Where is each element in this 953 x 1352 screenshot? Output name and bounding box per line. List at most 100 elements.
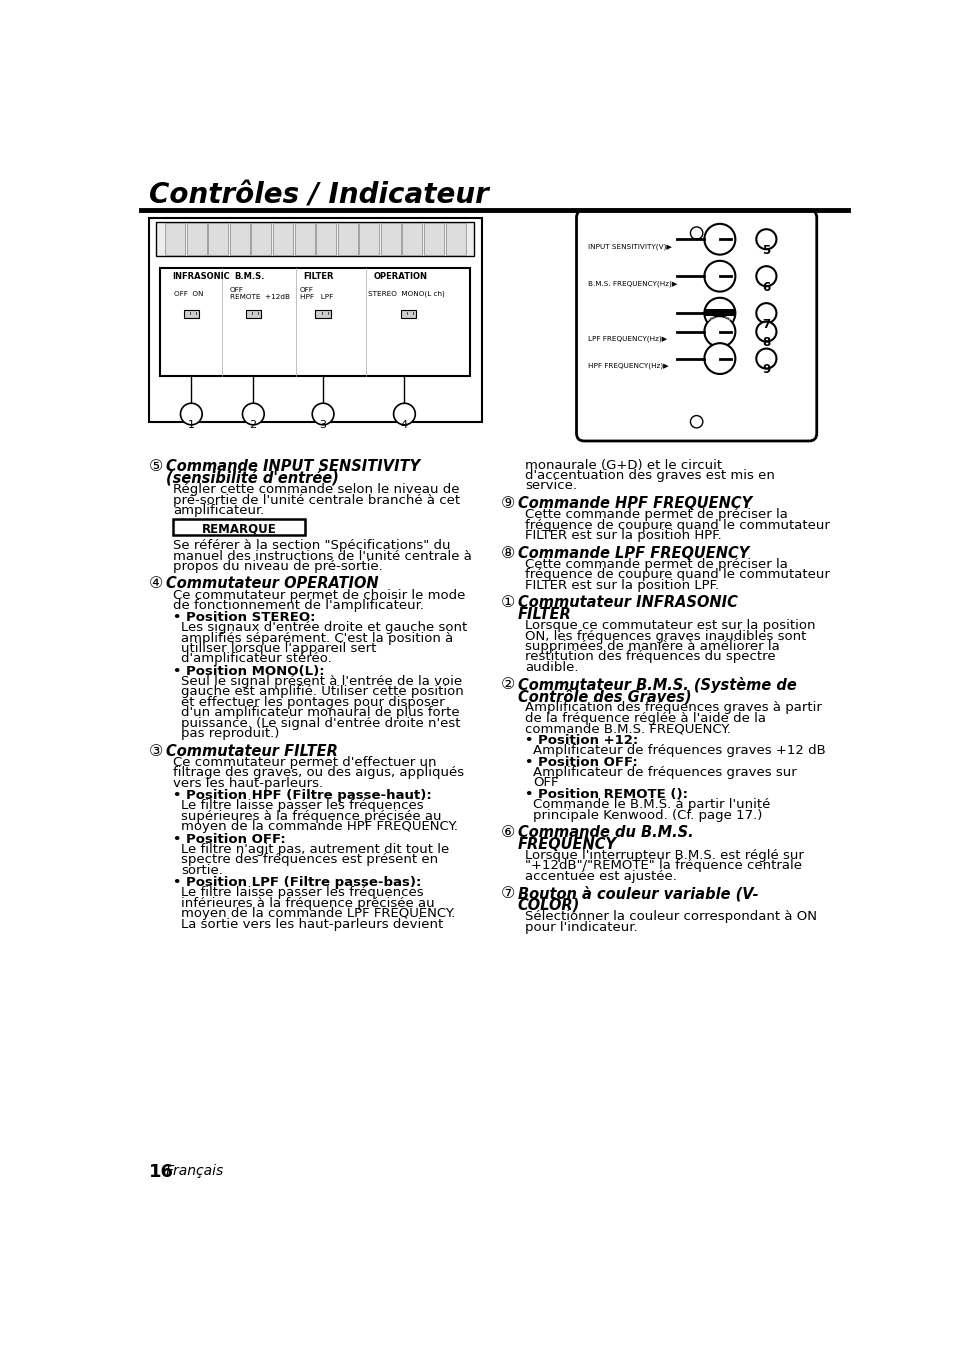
Circle shape: [242, 403, 264, 425]
Text: FILTER est sur la position HPF.: FILTER est sur la position HPF.: [525, 529, 721, 542]
Text: Commutateur FILTER: Commutateur FILTER: [166, 744, 337, 758]
Text: Le filtre n'agit pas, autrement dit tout le: Le filtre n'agit pas, autrement dit tout…: [181, 842, 449, 856]
Bar: [165, 223, 185, 254]
Text: service.: service.: [525, 480, 577, 492]
Text: Contrôles / Indicateur: Contrôles / Indicateur: [149, 181, 488, 210]
Text: 7: 7: [761, 318, 770, 331]
Text: Commande LPF FREQUENCY: Commande LPF FREQUENCY: [517, 546, 748, 561]
Text: Commutateur B.M.S. (Système de: Commutateur B.M.S. (Système de: [517, 677, 796, 694]
Text: OPERATION: OPERATION: [373, 272, 427, 281]
Text: filtrage des graves, ou des aigus, appliqués: filtrage des graves, ou des aigus, appli…: [173, 767, 464, 779]
Bar: [273, 223, 293, 254]
Text: • Position OFF:: • Position OFF:: [525, 756, 638, 769]
Text: supprimées de manière à améliorer la: supprimées de manière à améliorer la: [525, 639, 780, 653]
Text: propos du niveau de pré-sortie.: propos du niveau de pré-sortie.: [173, 560, 383, 573]
Text: Ce commutateur permet de choisir le mode: Ce commutateur permet de choisir le mode: [173, 589, 465, 602]
Text: Bouton à couleur variable (V-: Bouton à couleur variable (V-: [517, 887, 758, 902]
Text: • Position STEREO:: • Position STEREO:: [173, 611, 315, 625]
Text: (sensibilité d'entrée): (sensibilité d'entrée): [166, 470, 338, 485]
Text: HPF FREQUENCY(Hz)▶: HPF FREQUENCY(Hz)▶: [587, 362, 668, 369]
Bar: [251, 223, 271, 254]
Text: Commande INPUT SENSITIVITY: Commande INPUT SENSITIVITY: [166, 458, 419, 473]
Text: et effectuer les pontages pour disposer: et effectuer les pontages pour disposer: [181, 696, 444, 708]
Text: 8: 8: [761, 337, 770, 349]
Text: INFRASONIC: INFRASONIC: [172, 272, 230, 281]
Circle shape: [703, 224, 735, 254]
Text: Cette commande permet de préciser la: Cette commande permet de préciser la: [525, 558, 787, 571]
Text: ⑨: ⑨: [500, 496, 515, 511]
Bar: [423, 223, 443, 254]
Text: 1: 1: [187, 420, 194, 430]
Text: Régler cette commande selon le niveau de: Régler cette commande selon le niveau de: [173, 483, 459, 496]
Circle shape: [756, 266, 776, 287]
Text: • Position OFF:: • Position OFF:: [173, 833, 286, 846]
Bar: [149, 218, 481, 422]
Text: FILTER est sur la position LPF.: FILTER est sur la position LPF.: [525, 579, 719, 592]
FancyBboxPatch shape: [576, 210, 816, 441]
Text: ④: ④: [149, 576, 163, 592]
Circle shape: [703, 297, 735, 329]
Bar: [402, 223, 422, 254]
Text: Lorsque l'interrupteur B.M.S. est réglé sur: Lorsque l'interrupteur B.M.S. est réglé …: [525, 849, 803, 863]
Text: d'un amplificateur monaural de plus forte: d'un amplificateur monaural de plus fort…: [181, 706, 459, 719]
Text: Commutateur INFRASONIC: Commutateur INFRASONIC: [517, 595, 737, 610]
Text: ⑧: ⑧: [500, 546, 515, 561]
Text: Commande le B.M.S. à partir l'unité: Commande le B.M.S. à partir l'unité: [533, 798, 770, 811]
Text: REMARQUE: REMARQUE: [202, 522, 276, 535]
Text: supérieures à la fréquence précisée au: supérieures à la fréquence précisée au: [181, 810, 441, 823]
Text: LPF FREQUENCY(Hz)▶: LPF FREQUENCY(Hz)▶: [587, 335, 667, 342]
Text: • Position MONO(L):: • Position MONO(L):: [173, 665, 325, 679]
Text: OFF
HPF   LPF: OFF HPF LPF: [299, 287, 333, 300]
Text: manuel des instructions de l'unité centrale à: manuel des instructions de l'unité centr…: [173, 549, 472, 562]
Text: FREQUENCY: FREQUENCY: [517, 837, 616, 852]
Text: Les signaux d'entrée droite et gauche sont: Les signaux d'entrée droite et gauche so…: [181, 621, 467, 634]
Text: 9: 9: [761, 364, 770, 376]
Text: inférieures à la fréquence précisée au: inférieures à la fréquence précisée au: [181, 896, 435, 910]
Text: • Position LPF (Filtre passe-bas):: • Position LPF (Filtre passe-bas):: [173, 876, 421, 890]
Text: d'accentuation des graves est mis en: d'accentuation des graves est mis en: [525, 469, 775, 483]
Bar: [183, 310, 199, 318]
Text: ⑥: ⑥: [500, 825, 515, 840]
Circle shape: [756, 322, 776, 342]
Text: amplifiés séparément. C'est la position à: amplifiés séparément. C'est la position …: [181, 631, 453, 645]
Text: • Position +12:: • Position +12:: [525, 734, 638, 746]
Text: puissance. (Le signal d'entrée droite n'est: puissance. (Le signal d'entrée droite n'…: [181, 717, 460, 730]
Text: INPUT SENSITIVITY(V)▶: INPUT SENSITIVITY(V)▶: [587, 243, 672, 250]
Text: V-COLOR: V-COLOR: [705, 316, 733, 322]
Text: restitution des fréquences du spectre: restitution des fréquences du spectre: [525, 650, 775, 664]
Text: Lorsque ce commutateur est sur la position: Lorsque ce commutateur est sur la positi…: [525, 619, 815, 633]
Text: Français: Français: [166, 1164, 224, 1178]
Bar: [160, 268, 470, 376]
Text: Ce commutateur permet d'effectuer un: Ce commutateur permet d'effectuer un: [173, 756, 436, 769]
Text: La sortie vers les haut-parleurs devient: La sortie vers les haut-parleurs devient: [181, 918, 443, 930]
Text: FILTER: FILTER: [303, 272, 334, 281]
Text: Commande HPF FREQUENCY: Commande HPF FREQUENCY: [517, 496, 751, 511]
Text: • Position REMOTE ():: • Position REMOTE ():: [525, 788, 688, 802]
Text: Commande du B.M.S.: Commande du B.M.S.: [517, 825, 693, 840]
Bar: [208, 223, 228, 254]
Text: • Position HPF (Filtre passe-haut):: • Position HPF (Filtre passe-haut):: [173, 790, 432, 802]
Text: OFF
REMOTE  +12dB: OFF REMOTE +12dB: [230, 287, 290, 300]
Bar: [359, 223, 379, 254]
Text: de la fréquence réglée à l'aide de la: de la fréquence réglée à l'aide de la: [525, 711, 765, 725]
Text: 16: 16: [149, 1163, 173, 1182]
Text: 6: 6: [761, 281, 770, 293]
Circle shape: [690, 227, 702, 239]
Text: Commutateur OPERATION: Commutateur OPERATION: [166, 576, 378, 592]
Text: pré-sortie de l'unité centrale branché à cet: pré-sortie de l'unité centrale branché à…: [173, 493, 460, 507]
Text: monaurale (G+D) et le circuit: monaurale (G+D) et le circuit: [525, 458, 721, 472]
Text: ⑤: ⑤: [149, 458, 163, 473]
Text: Amplificateur de fréquences graves +12 dB: Amplificateur de fréquences graves +12 d…: [533, 744, 825, 757]
Text: 3: 3: [319, 420, 326, 430]
Text: OFF: OFF: [533, 776, 558, 790]
Bar: [380, 223, 400, 254]
Bar: [230, 223, 250, 254]
Text: moyen de la commande LPF FREQUENCY.: moyen de la commande LPF FREQUENCY.: [181, 907, 456, 921]
Bar: [245, 310, 261, 318]
Text: Seul le signal présent à l'entrée de la voie: Seul le signal présent à l'entrée de la …: [181, 675, 462, 688]
Text: moyen de la commande HPF FREQUENCY.: moyen de la commande HPF FREQUENCY.: [181, 821, 457, 833]
Text: accentuée est ajustée.: accentuée est ajustée.: [525, 869, 677, 883]
Bar: [315, 310, 331, 318]
Bar: [187, 223, 207, 254]
Text: fréquence de coupure quand le commutateur: fréquence de coupure quand le commutateu…: [525, 568, 829, 581]
